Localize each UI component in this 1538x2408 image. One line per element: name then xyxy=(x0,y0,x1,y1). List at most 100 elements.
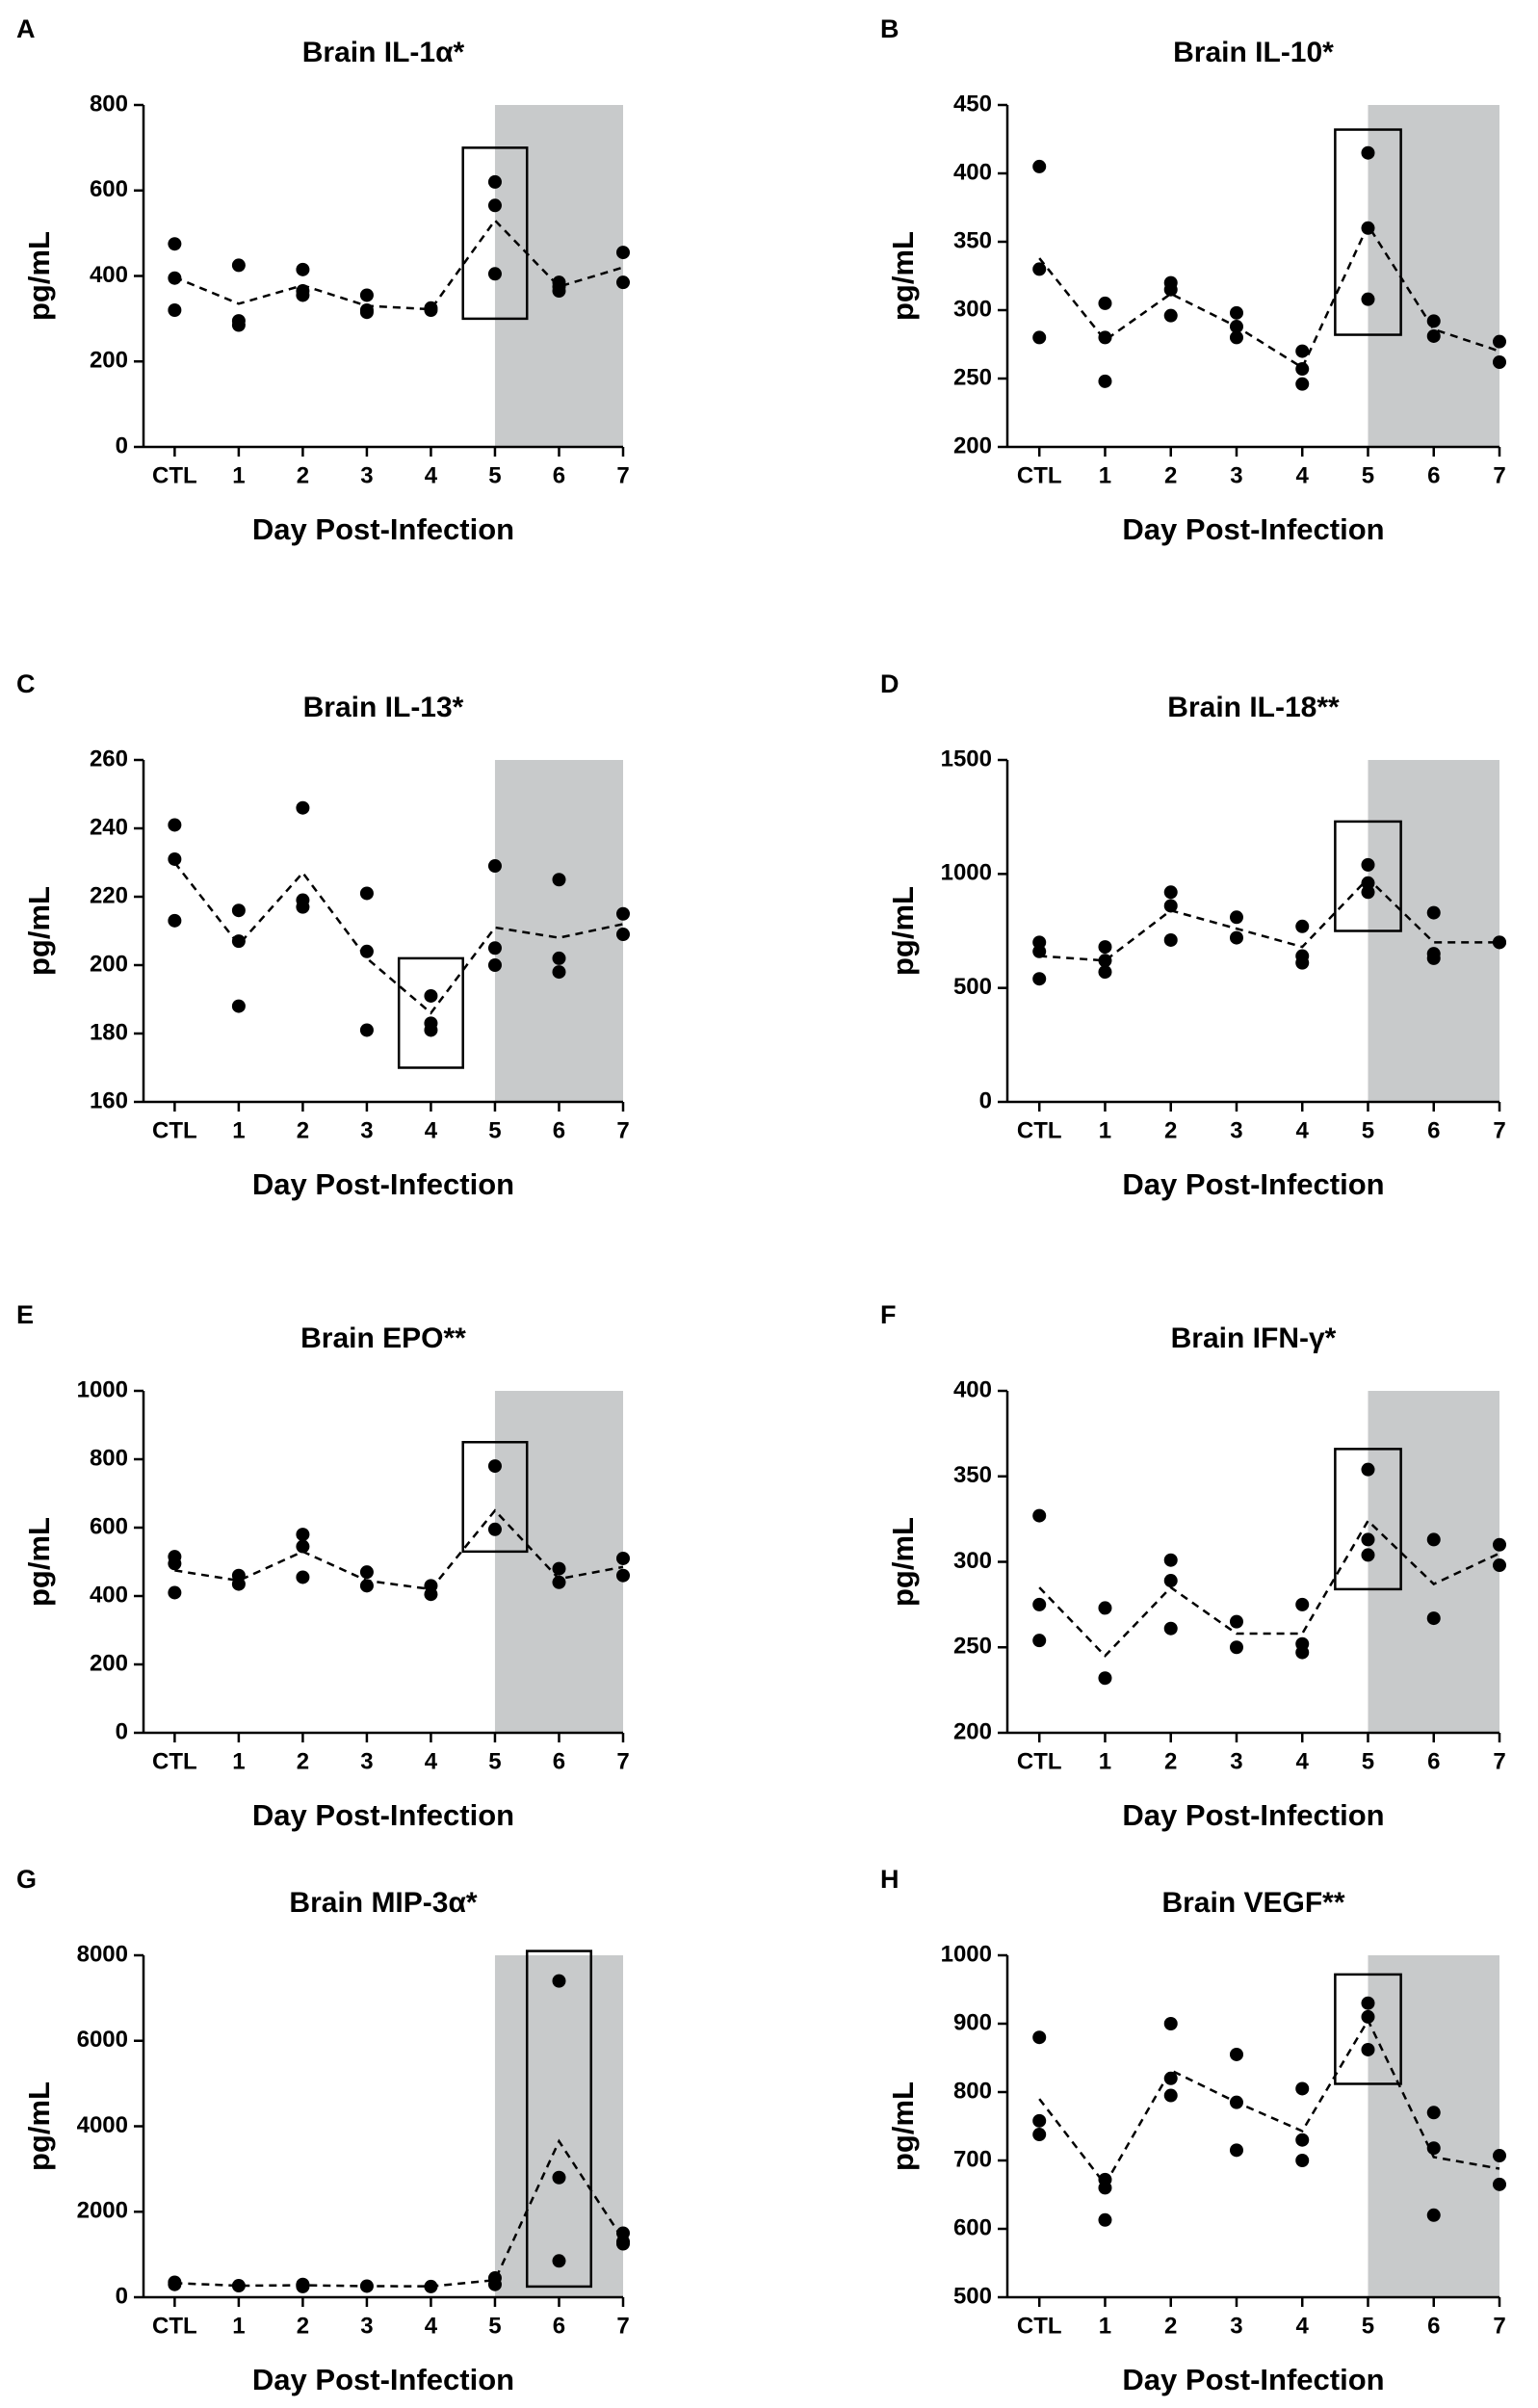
x-tick-label: CTL xyxy=(152,1748,197,1774)
y-tick-label: 400 xyxy=(953,159,992,185)
data-point xyxy=(1493,1558,1506,1573)
data-point xyxy=(1163,1621,1178,1636)
data-point xyxy=(1295,344,1310,358)
chart-title: Brain IL-13* xyxy=(303,692,464,723)
x-tick-label: 2 xyxy=(297,2313,309,2339)
data-point xyxy=(1361,1532,1375,1547)
x-tick-label: 6 xyxy=(1427,2313,1440,2339)
data-point xyxy=(168,271,182,285)
panel: 0 200 400 600 800 1000 CTL 1 2 3 4 5 6 7 E Brain EPO** D… xyxy=(16,1300,630,1832)
data-point xyxy=(1032,2113,1047,2128)
data-point xyxy=(1098,296,1112,310)
x-tick-label: 7 xyxy=(1493,2313,1505,2339)
chart-title: Brain MIP-3α* xyxy=(289,1887,477,1919)
x-tick-label: 7 xyxy=(1493,462,1505,488)
y-tick-label: 250 xyxy=(953,1634,992,1660)
y-tick-label: 600 xyxy=(90,176,128,202)
y-tick-label: 450 xyxy=(953,91,992,117)
y-tick-label: 300 xyxy=(953,1548,992,1574)
y-tick-label: 800 xyxy=(90,91,128,117)
y-tick-label: 220 xyxy=(90,882,128,908)
x-tick-label: 5 xyxy=(488,1117,501,1143)
mean-line xyxy=(174,1508,624,1591)
data-point xyxy=(1295,2081,1310,2096)
mean-line xyxy=(1038,1518,1500,1658)
data-point xyxy=(1229,2047,1243,2061)
data-point xyxy=(1098,965,1112,980)
data-point xyxy=(552,951,566,965)
y-tick-label: 0 xyxy=(116,432,128,458)
data-point xyxy=(1229,2095,1243,2109)
data-point xyxy=(1361,2042,1375,2056)
panel: 0 500 1000 1500 CTL 1 2 3 4 5 6 7 D Brain IL-18** Day … xyxy=(880,669,1506,1201)
x-tick-label: 5 xyxy=(1362,1117,1374,1143)
data-point xyxy=(296,1539,310,1554)
data-point xyxy=(296,262,310,276)
panel-label: C xyxy=(16,669,36,698)
data-point xyxy=(1426,328,1441,343)
data-point xyxy=(1032,944,1047,958)
data-point xyxy=(168,2277,182,2291)
data-point xyxy=(1098,1601,1112,1615)
data-point xyxy=(1032,262,1047,276)
x-tick-label: 5 xyxy=(1362,2313,1374,2339)
data-point xyxy=(1361,2009,1375,2024)
data-point xyxy=(168,818,182,832)
data-point xyxy=(1426,314,1441,328)
x-tick-label: 3 xyxy=(360,1748,373,1774)
highlight-box xyxy=(1334,1448,1402,1591)
data-point xyxy=(1098,954,1112,968)
x-tick-label: 6 xyxy=(553,1117,565,1143)
x-tick-label: 4 xyxy=(425,2313,438,2339)
highlight-box xyxy=(1334,128,1402,336)
x-tick-label: 2 xyxy=(297,1748,309,1774)
data-point xyxy=(296,800,310,815)
highlight-box xyxy=(461,146,529,321)
y-axis-label: pg/mL xyxy=(886,2081,920,2171)
x-tick-label: CTL xyxy=(152,462,197,488)
data-point xyxy=(359,305,374,320)
y-axis-label: pg/mL xyxy=(886,231,920,321)
data-point xyxy=(552,965,566,980)
x-axis-label: Day Post-Infection xyxy=(1122,1167,1384,1201)
y-tick-label: 400 xyxy=(90,1582,128,1608)
data-point xyxy=(1163,899,1178,913)
data-point xyxy=(487,267,502,281)
y-tick-label: 200 xyxy=(953,432,992,458)
highlight-box xyxy=(461,1441,529,1554)
x-tick-label: 4 xyxy=(1296,462,1310,488)
data-point xyxy=(1493,2177,1506,2191)
data-point xyxy=(1163,885,1178,900)
data-point xyxy=(552,1575,566,1589)
x-axis-label: Day Post-Infection xyxy=(1122,2363,1384,2396)
data-point xyxy=(359,886,374,901)
x-tick-label: CTL xyxy=(1017,462,1062,488)
data-point xyxy=(1163,2017,1178,2030)
x-tick-label: 1 xyxy=(1099,1748,1111,1774)
data-point xyxy=(1493,1537,1506,1552)
data-point xyxy=(1098,330,1112,345)
data-point xyxy=(296,288,310,302)
data-point xyxy=(1426,2106,1441,2120)
x-tick-label: 6 xyxy=(553,1748,565,1774)
chart-title: Brain EPO** xyxy=(300,1322,466,1354)
data-point xyxy=(1032,2030,1047,2045)
data-point xyxy=(487,958,502,972)
x-axis-label: Day Post-Infection xyxy=(1122,512,1384,546)
mean-line xyxy=(173,218,624,311)
chart-title: Brain IL-18** xyxy=(1167,692,1340,723)
x-tick-label: 5 xyxy=(488,1748,501,1774)
y-axis-label: pg/mL xyxy=(22,231,56,321)
x-tick-label: 4 xyxy=(425,1117,438,1143)
data-point xyxy=(1361,857,1375,872)
data-point xyxy=(296,900,310,914)
x-axis-label: Day Post-Infection xyxy=(252,512,514,546)
y-tick-label: 200 xyxy=(90,951,128,977)
data-point xyxy=(1032,2128,1047,2142)
y-tick-label: 350 xyxy=(953,1462,992,1488)
data-point xyxy=(552,284,566,299)
y-tick-label: 0 xyxy=(116,2283,128,2309)
x-tick-label: 4 xyxy=(425,462,438,488)
x-tick-label: 5 xyxy=(1362,462,1374,488)
data-point xyxy=(1295,2154,1310,2167)
